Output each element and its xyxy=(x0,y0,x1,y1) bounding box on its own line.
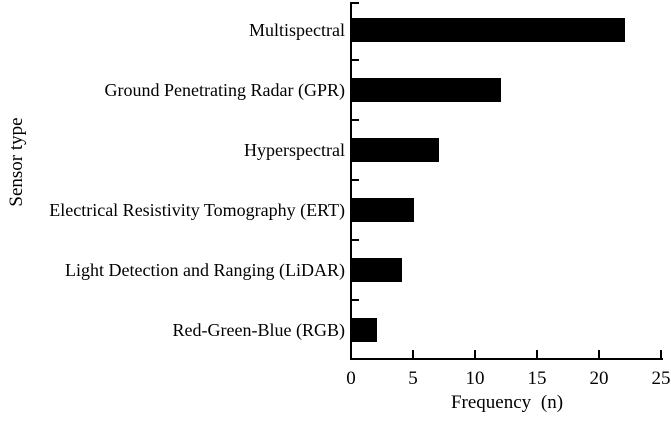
y-axis-title: Sensor type xyxy=(6,117,27,207)
x-tick-label: 15 xyxy=(527,368,547,389)
category-label: Ground Penetrating Radar (GPR) xyxy=(104,80,345,100)
x-axis-line xyxy=(350,358,663,360)
x-axis-title: Frequency (n) xyxy=(450,392,564,413)
category-label: Electrical Resistivity Tomography (ERT) xyxy=(49,200,345,220)
category-label: Light Detection and Ranging (LiDAR) xyxy=(65,260,345,280)
x-axis-tick xyxy=(660,350,662,358)
x-axis-tick xyxy=(412,350,414,358)
x-tick-label: 10 xyxy=(465,368,485,389)
y-axis-tick xyxy=(352,239,359,241)
y-axis-tick xyxy=(352,119,359,121)
y-axis-tick xyxy=(352,2,359,4)
y-axis-tick xyxy=(352,59,359,61)
category-label: Red-Green-Blue (RGB) xyxy=(172,320,345,340)
bar-electrical-resistivity-tomography-ert xyxy=(352,198,414,222)
bar-hyperspectral xyxy=(352,138,439,162)
bar-multispectral xyxy=(352,18,625,42)
bar-light-detection-and-ranging-lidar xyxy=(352,258,402,282)
category-label: Multispectral xyxy=(249,20,345,40)
x-axis-tick xyxy=(474,350,476,358)
x-tick-label: 0 xyxy=(346,368,356,389)
y-axis-line xyxy=(350,2,352,360)
x-tick-label: 25 xyxy=(651,368,671,389)
x-axis-tick xyxy=(536,350,538,358)
y-axis-tick xyxy=(352,179,359,181)
x-tick-label: 5 xyxy=(408,368,418,389)
y-axis-tick xyxy=(352,299,359,301)
x-axis-tick xyxy=(598,350,600,358)
x-tick-label: 20 xyxy=(589,368,609,389)
bar-red-green-blue-rgb xyxy=(352,318,377,342)
category-label: Hyperspectral xyxy=(244,140,345,160)
bar-ground-penetrating-radar-gpr xyxy=(352,78,501,102)
